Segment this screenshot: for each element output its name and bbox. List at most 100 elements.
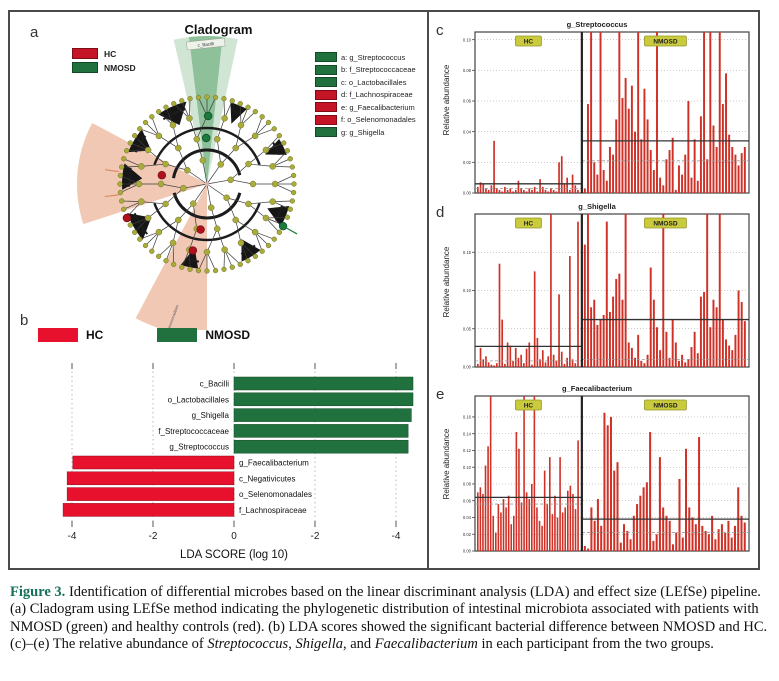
abundance-bar bbox=[671, 319, 674, 367]
shigella-chart-svg: 0.00 0.05 0.10 0.15 HC NMOSD bbox=[463, 213, 750, 370]
abundance-bar bbox=[731, 350, 734, 367]
abundance-bar bbox=[637, 32, 640, 193]
abundance-bar bbox=[687, 359, 690, 367]
legend-item: HC bbox=[38, 328, 103, 342]
abundance-bar bbox=[608, 147, 611, 193]
caption-text: , bbox=[288, 636, 296, 653]
lda-bar bbox=[233, 424, 409, 438]
abundance-bar bbox=[703, 292, 706, 367]
abundance-bar bbox=[495, 363, 498, 367]
abundance-bar bbox=[495, 532, 497, 551]
legend-item: b: f_Streptococcaceae bbox=[315, 64, 416, 75]
abundance-bar bbox=[626, 530, 629, 551]
abundance-bar bbox=[596, 499, 599, 551]
abundance-bar bbox=[640, 360, 643, 367]
abundance-bar bbox=[577, 221, 579, 367]
abundance-bar bbox=[541, 525, 543, 551]
abundance-bar bbox=[514, 189, 517, 193]
abundance-bar bbox=[590, 507, 593, 551]
abundance-bar bbox=[724, 532, 727, 551]
hc-bars bbox=[477, 396, 579, 551]
abundance-bar bbox=[606, 425, 609, 551]
abundance-bar bbox=[517, 357, 520, 367]
abundance-bar bbox=[482, 494, 484, 551]
lda-bar bbox=[62, 503, 235, 517]
hc-taxon-node bbox=[188, 246, 198, 255]
lda-bar-label: c_Bacilli bbox=[200, 380, 230, 389]
abundance-bar bbox=[730, 537, 733, 551]
abundance-bar bbox=[560, 156, 563, 193]
abundance-bar bbox=[634, 357, 637, 367]
panel-a-letter: a bbox=[30, 24, 39, 41]
abundance-bar bbox=[605, 221, 608, 367]
legend-color-chip bbox=[157, 328, 198, 342]
group-badge-label: NMOSD bbox=[653, 221, 678, 228]
lda-bar-chart-svg: -4 -2 0 -2 -4 c_Bacilli o_Lactobacillales g_Shi… bbox=[62, 363, 414, 561]
abundance-bar bbox=[643, 363, 646, 367]
abundance-bar bbox=[590, 307, 593, 367]
y-tick-label: 0.10 bbox=[463, 465, 472, 470]
abundance-bar bbox=[525, 191, 528, 193]
abundance-bar bbox=[586, 104, 589, 193]
abundance-bar bbox=[655, 534, 658, 551]
abundance-bar bbox=[624, 78, 627, 193]
legend-color-chip bbox=[315, 114, 337, 125]
abundance-bar bbox=[554, 495, 556, 551]
abundance-bar bbox=[493, 140, 495, 193]
abundance-bar bbox=[662, 507, 665, 551]
caption-text: Faecalibacterium bbox=[374, 636, 478, 653]
abundance-bar bbox=[668, 357, 671, 367]
abundance-bar bbox=[567, 490, 569, 551]
abundance-bar bbox=[733, 525, 736, 551]
abundance-bar bbox=[627, 342, 630, 367]
caption-text: Streptococcus bbox=[207, 636, 289, 653]
abundance-bar bbox=[671, 137, 674, 193]
abundance-bar bbox=[684, 154, 687, 193]
abundance-bar bbox=[536, 337, 539, 367]
abundance-bar bbox=[533, 396, 536, 551]
panel-e-title: g_Faecalibacterium bbox=[561, 384, 633, 393]
abundance-bar bbox=[512, 191, 514, 193]
abundance-bar bbox=[602, 170, 605, 193]
abundance-bar bbox=[507, 495, 510, 551]
y-tick-label: 0.14 bbox=[463, 431, 472, 436]
abundance-bar bbox=[743, 522, 746, 551]
abundance-bar bbox=[659, 350, 662, 367]
abundance-bar bbox=[577, 189, 579, 193]
cladogram-shade-wedge bbox=[122, 163, 143, 190]
y-tick-label: 0.00 bbox=[463, 549, 472, 554]
abundance-bar bbox=[619, 542, 622, 551]
abundance-bar bbox=[630, 85, 633, 193]
abundance-bar bbox=[528, 499, 531, 551]
y-tick-label: 0.08 bbox=[463, 68, 472, 73]
y-tick-label: 0.02 bbox=[463, 160, 472, 165]
abundance-bar bbox=[640, 139, 643, 193]
abundance-bar bbox=[593, 299, 596, 367]
abundance-bar bbox=[515, 432, 518, 551]
legend-label: g: g_Shigella bbox=[341, 127, 385, 137]
legend-label: a: g_Streptococcus bbox=[341, 52, 406, 62]
group-badge bbox=[515, 35, 542, 47]
abundance-bar bbox=[712, 299, 715, 367]
abundance-bar bbox=[517, 180, 520, 193]
abundance-bar bbox=[574, 363, 577, 367]
abundance-bar bbox=[510, 524, 513, 551]
caption-text: Shigella bbox=[295, 636, 343, 653]
abundance-bar bbox=[618, 32, 621, 193]
abundance-bar bbox=[566, 357, 569, 367]
legend-item: a: g_Streptococcus bbox=[315, 52, 416, 62]
lda-bar-label: o_Lactobacillales bbox=[168, 395, 229, 404]
abundance-bar bbox=[577, 440, 579, 551]
abundance-bar bbox=[520, 188, 522, 193]
hc-bars bbox=[477, 214, 579, 367]
abundance-bar bbox=[699, 296, 702, 367]
abundance-bar bbox=[668, 150, 671, 193]
abundance-bar bbox=[541, 350, 544, 367]
figure-caption: Figure 3. Identification of differential… bbox=[10, 584, 768, 654]
legend-label: c: o_Lactobacillales bbox=[341, 77, 407, 87]
abundance-bar bbox=[618, 273, 621, 367]
abundance-bar bbox=[613, 470, 616, 551]
abundance-bar bbox=[504, 186, 506, 193]
abundance-bar bbox=[605, 180, 608, 193]
